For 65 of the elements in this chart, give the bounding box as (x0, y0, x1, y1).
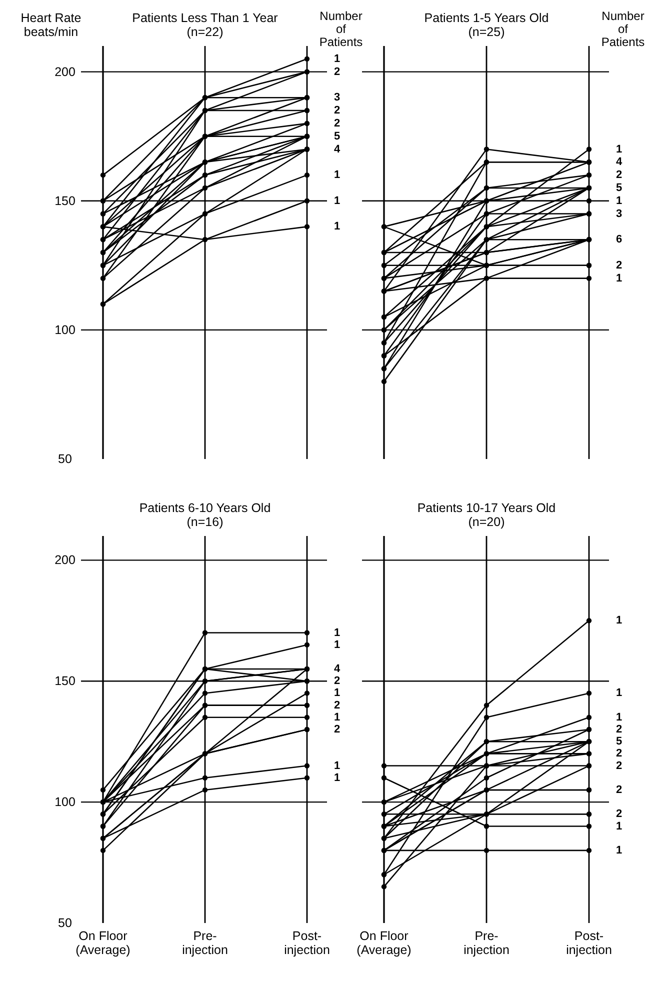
chart-subtitle: (n=16) (186, 515, 224, 529)
annotation: 1 (334, 638, 340, 651)
y-tick-label: 200 (54, 553, 76, 568)
annotation: 2 (616, 748, 622, 760)
chart-title: Patients Less Than 1 Year (132, 11, 278, 25)
x-tick-label: Pre-injection (464, 929, 510, 957)
chart-title: Patients 6-10 Years Old (139, 501, 271, 515)
y-tick-label: 100 (54, 795, 76, 810)
y-tick-label: 150 (54, 194, 76, 208)
annotation: 4 (616, 156, 623, 168)
chart-subtitle: (n=20) (468, 515, 505, 529)
annotation: 2 (334, 104, 340, 117)
x-tick-label: Post-injection (566, 929, 612, 957)
annotation: 6 (616, 234, 622, 246)
annotation: 1 (334, 220, 340, 233)
annotation: 1 (616, 272, 622, 284)
annotation: 2 (616, 808, 622, 820)
y-tick-label: 150 (54, 674, 76, 688)
chart-title: Patients 10-17 Years Old (417, 501, 556, 515)
chart-title: Patients 1-5 Years Old (424, 11, 549, 25)
annotation: 1 (616, 844, 622, 856)
x-tick-label: On Floor (Average) (356, 929, 412, 957)
annotation: 2 (616, 724, 622, 736)
annotation: 4 (334, 663, 341, 676)
annotation: 1 (616, 687, 622, 700)
chart-subtitle: (n=25) (468, 25, 505, 39)
annotation: 5 (616, 182, 622, 194)
annotation: 2 (616, 784, 622, 796)
annotation: 5 (616, 736, 622, 748)
y-tick-label: 200 (54, 64, 76, 79)
annotation: 2 (334, 724, 340, 736)
annotation: 1 (616, 194, 622, 207)
annotation: 1 (334, 772, 340, 784)
annotation: 1 (334, 169, 340, 182)
annotation: 2 (616, 169, 622, 182)
annotation: 2 (616, 259, 622, 272)
annotation: 1 (334, 711, 340, 724)
x-tick-label: Post-injection (284, 929, 330, 957)
annotation: 1 (616, 820, 622, 832)
x-tick-label: On Floor (Average) (76, 929, 130, 957)
annotation: 2 (334, 117, 340, 130)
annotation: 1 (334, 194, 340, 207)
annotation: 2 (334, 675, 340, 688)
annotation: 2 (616, 760, 622, 772)
annotation: 5 (334, 130, 340, 142)
annotation: 1 (616, 143, 622, 156)
annotation: 3 (616, 208, 622, 220)
y-tick-label: 50 (58, 916, 72, 930)
annotation: Number of Patients (601, 9, 645, 49)
annotation: 2 (334, 699, 340, 712)
annotation: 1 (616, 711, 622, 724)
x-tick-label: Pre-injection (182, 929, 228, 957)
annotation: 1 (334, 52, 340, 65)
y-axis-title: Heart Rate beats/min (20, 11, 82, 39)
annotation: 3 (334, 92, 340, 104)
annotation: 1 (334, 760, 340, 772)
y-tick-label: 100 (54, 322, 76, 337)
y-tick-label: 50 (58, 452, 72, 466)
annotation: Number of Patients (319, 9, 363, 49)
annotation: 1 (334, 687, 340, 700)
annotation: 1 (334, 626, 340, 639)
chart-subtitle: (n=22) (186, 25, 224, 39)
annotation: 1 (616, 614, 622, 627)
annotation: 2 (334, 66, 340, 78)
annotation: 4 (334, 143, 341, 156)
